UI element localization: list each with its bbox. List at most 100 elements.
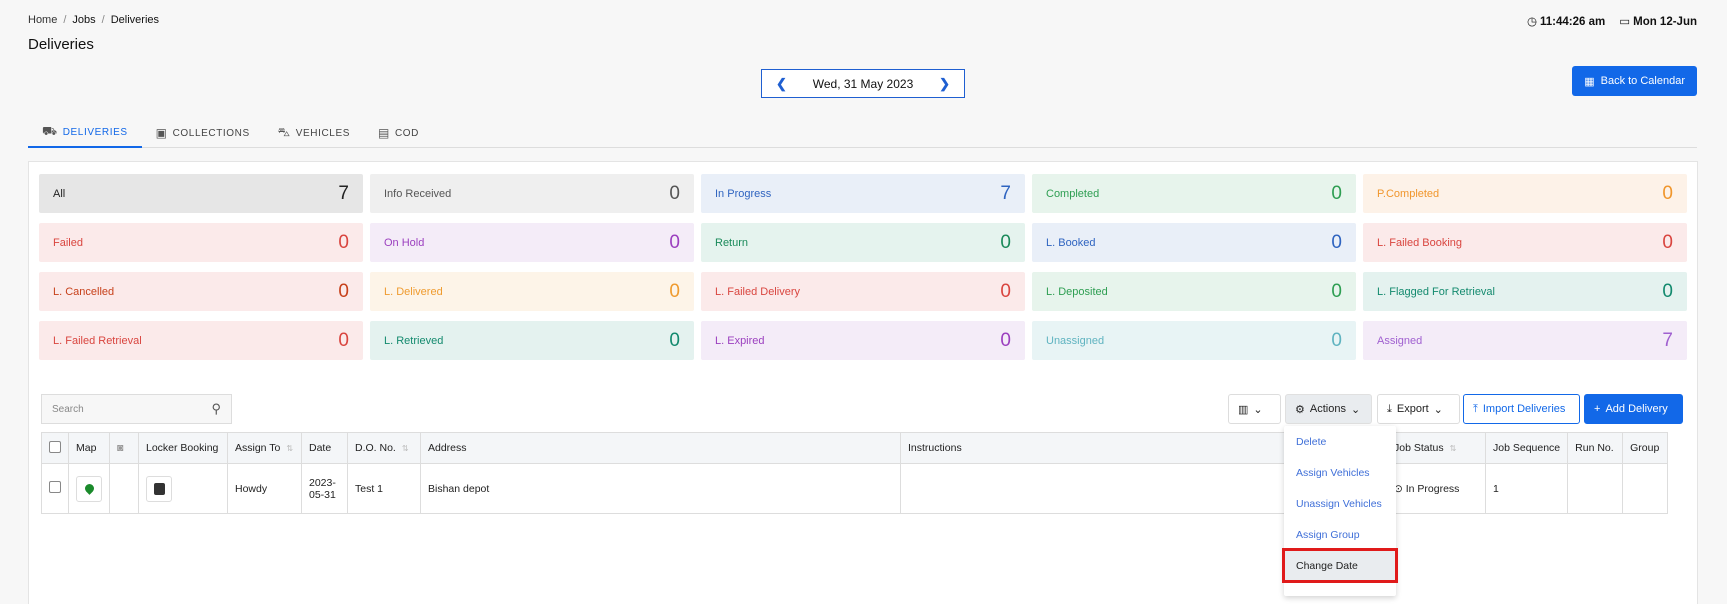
menu-item-delete[interactable]: Delete bbox=[1296, 435, 1327, 448]
status-card[interactable]: P.Completed 0 bbox=[1363, 174, 1687, 213]
export-button[interactable]: ⤓ Export ⌄ bbox=[1377, 394, 1460, 424]
col-do-no[interactable]: D.O. No. ⇅ bbox=[347, 432, 421, 464]
export-label: Export bbox=[1396, 403, 1429, 415]
truck-icon: ⛟ bbox=[42, 124, 58, 138]
table-row[interactable]: Howdy 2023-05-31 Test 1 Bishan depot ⊙ I… bbox=[41, 463, 1669, 514]
clock-time: 11:44:26 am bbox=[1540, 16, 1606, 28]
col-label: D.O. No. bbox=[355, 442, 396, 454]
col-map[interactable]: Map bbox=[68, 432, 110, 464]
map-pin-button[interactable] bbox=[76, 475, 102, 502]
status-card[interactable]: On Hold 0 bbox=[370, 223, 694, 262]
add-label: Add Delivery bbox=[1605, 403, 1668, 415]
import-deliveries-button[interactable]: ⤒ Import Deliveries bbox=[1463, 394, 1580, 424]
status-card[interactable]: Return 0 bbox=[701, 223, 1025, 262]
status-card[interactable]: Assigned 7 bbox=[1363, 321, 1687, 360]
col-job-status[interactable]: Job Status ⇅ bbox=[1386, 432, 1486, 464]
status-card[interactable]: L. Failed Retrieval 0 bbox=[39, 321, 363, 360]
search-input[interactable]: Search ⚲ bbox=[41, 394, 232, 424]
menu-item-assign-vehicles[interactable]: Assign Vehicles bbox=[1296, 466, 1370, 479]
status-dot-icon: ⊙ bbox=[1394, 482, 1403, 495]
chevron-down-icon: ⌄ bbox=[1433, 403, 1443, 416]
status-card-count: 0 bbox=[1000, 329, 1011, 351]
status-card-count: 0 bbox=[1662, 182, 1673, 204]
status-card-label: L. Booked bbox=[1046, 236, 1096, 249]
status-card[interactable]: L. Flagged For Retrieval 0 bbox=[1363, 272, 1687, 311]
breadcrumb-home[interactable]: Home bbox=[28, 14, 58, 26]
actions-dropdown-menu: Delete Assign Vehicles Unassign Vehicles… bbox=[1282, 426, 1398, 596]
row-checkbox[interactable] bbox=[49, 481, 61, 493]
job-status-label: In Progress bbox=[1405, 482, 1460, 495]
col-locker-booking[interactable]: Locker Booking bbox=[138, 432, 228, 464]
upload-icon: ⤒ bbox=[1473, 402, 1478, 415]
status-card[interactable]: L. Expired 0 bbox=[701, 321, 1025, 360]
status-card[interactable]: L. Cancelled 0 bbox=[39, 272, 363, 311]
col-assign-to[interactable]: Assign To ⇅ bbox=[227, 432, 302, 464]
status-card-label: L. Retrieved bbox=[384, 334, 444, 347]
status-card[interactable]: L. Delivered 0 bbox=[370, 272, 694, 311]
current-date[interactable]: Wed, 31 May 2023 bbox=[812, 76, 914, 91]
status-card-count: 0 bbox=[669, 231, 680, 253]
menu-item-unassign-vehicles[interactable]: Unassign Vehicles bbox=[1296, 497, 1382, 510]
locker-booking-button[interactable] bbox=[146, 475, 172, 502]
col-address[interactable]: Address bbox=[420, 432, 901, 464]
actions-label: Actions bbox=[1309, 403, 1346, 415]
back-to-calendar-button[interactable]: ▦ Back to Calendar bbox=[1572, 66, 1697, 96]
status-card-label: L. Flagged For Retrieval bbox=[1377, 285, 1495, 298]
calendar-icon: ▭ bbox=[1619, 16, 1631, 28]
menu-item-assign-group[interactable]: Assign Group bbox=[1296, 528, 1360, 541]
menu-item-change-date[interactable]: Change Date bbox=[1282, 548, 1398, 583]
breadcrumb-jobs[interactable]: Jobs bbox=[72, 14, 96, 26]
status-card-label: L. Failed Booking bbox=[1377, 236, 1462, 249]
tab-label: VEHICLES bbox=[295, 127, 350, 139]
plus-icon: + bbox=[1594, 403, 1601, 415]
status-card[interactable]: L. Booked 0 bbox=[1032, 223, 1356, 262]
status-card[interactable]: L. Failed Delivery 0 bbox=[701, 272, 1025, 311]
tab-bar: ⛟ DELIVERIES ▣ COLLECTIONS ⛍ VEHICLES ▤ COD bbox=[28, 118, 1697, 148]
column-toggle-button[interactable]: ▥ ⌄ bbox=[1228, 394, 1281, 424]
status-card[interactable]: In Progress 7 bbox=[701, 174, 1025, 213]
status-card-label: L. Failed Retrieval bbox=[53, 334, 142, 347]
sort-icon: ⇅ bbox=[1449, 444, 1457, 453]
search-icon[interactable]: ⚲ bbox=[211, 401, 221, 416]
status-card-count: 0 bbox=[1331, 280, 1342, 302]
actions-button[interactable]: ⚙ Actions ⌄ bbox=[1285, 394, 1372, 424]
prev-date-icon[interactable]: ❮ bbox=[776, 75, 787, 91]
status-card-label: Completed bbox=[1046, 187, 1100, 200]
tab-collections[interactable]: ▣ COLLECTIONS bbox=[142, 118, 264, 148]
chevron-down-icon: ⌄ bbox=[1253, 403, 1263, 416]
table-header-row: Map ◙ Locker Booking Assign To ⇅ Date D.O… bbox=[41, 432, 1669, 464]
status-card-label: All bbox=[53, 187, 66, 200]
status-card-count: 0 bbox=[338, 231, 349, 253]
status-card[interactable]: L. Failed Booking 0 bbox=[1363, 223, 1687, 262]
col-date[interactable]: Date bbox=[301, 432, 348, 464]
col-run-no[interactable]: Run No. bbox=[1567, 432, 1624, 464]
status-card-label: Assigned bbox=[1377, 334, 1423, 347]
status-card-count: 0 bbox=[669, 329, 680, 351]
status-card-count: 0 bbox=[669, 280, 680, 302]
tab-vehicles[interactable]: ⛍ VEHICLES bbox=[264, 118, 364, 148]
add-delivery-button[interactable]: + Add Delivery bbox=[1584, 394, 1683, 424]
clock-date: Mon 12-Jun bbox=[1633, 16, 1697, 28]
gear-icon: ⚙ bbox=[1295, 403, 1305, 416]
status-card-count: 0 bbox=[669, 182, 680, 204]
status-card[interactable]: L. Retrieved 0 bbox=[370, 321, 694, 360]
status-card[interactable]: L. Deposited 0 bbox=[1032, 272, 1356, 311]
next-date-icon[interactable]: ❯ bbox=[939, 75, 950, 91]
status-card[interactable]: All 7 bbox=[39, 174, 363, 213]
col-job-sequence[interactable]: Job Sequence bbox=[1484, 432, 1569, 464]
row-select-cell bbox=[41, 463, 69, 514]
select-all-checkbox[interactable] bbox=[49, 440, 61, 453]
address-cell: Bishan depot bbox=[420, 463, 901, 514]
status-card[interactable]: Failed 0 bbox=[39, 223, 363, 262]
tab-deliveries[interactable]: ⛟ DELIVERIES bbox=[28, 118, 142, 148]
status-card[interactable]: Info Received 0 bbox=[370, 174, 694, 213]
map-cell bbox=[68, 463, 110, 514]
status-card[interactable]: Unassigned 0 bbox=[1032, 321, 1356, 360]
download-icon: ⤓ bbox=[1387, 402, 1392, 415]
status-card[interactable]: Completed 0 bbox=[1032, 174, 1356, 213]
cash-icon: ▤ bbox=[378, 126, 390, 140]
col-group[interactable]: Group bbox=[1622, 432, 1669, 464]
status-card-label: L. Deposited bbox=[1046, 285, 1108, 298]
status-card-count: 7 bbox=[1662, 329, 1673, 351]
tab-cod[interactable]: ▤ COD bbox=[364, 118, 433, 148]
